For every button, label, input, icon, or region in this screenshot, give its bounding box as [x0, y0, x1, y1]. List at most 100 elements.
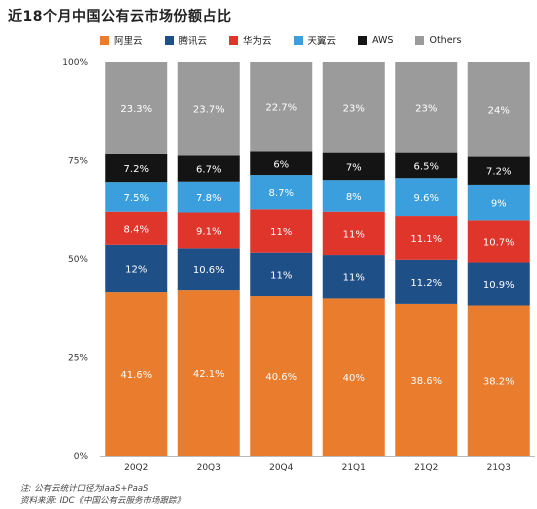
legend-swatch — [229, 35, 239, 45]
bar-value-label: 8.4% — [124, 224, 149, 235]
note-source: 资料来源: IDC《中国公有云服务市场跟踪》 — [20, 496, 186, 506]
x-tick-label: 20Q2 — [124, 463, 148, 473]
x-tick-label: 20Q4 — [269, 463, 294, 473]
legend-label: 天翼云 — [307, 36, 337, 47]
bar-value-label: 6% — [273, 159, 289, 170]
bar-value-label: 24% — [488, 105, 510, 116]
legend-label: AWS — [372, 34, 394, 46]
legend-item: 华为云 — [229, 33, 272, 47]
x-tick-label: 21Q2 — [414, 463, 438, 473]
bar-segment — [322, 180, 385, 212]
bar-segment — [105, 292, 168, 456]
bar-value-label: 11% — [270, 270, 292, 281]
bar-value-label: 7.5% — [124, 193, 149, 204]
bar-segment — [177, 62, 240, 156]
bar-segment — [395, 152, 458, 179]
legend-item: Others — [415, 33, 461, 47]
bar-value-label: 8% — [346, 192, 362, 203]
x-tick-label: 21Q1 — [342, 463, 366, 473]
bar-value-label: 40% — [343, 373, 365, 384]
bar-value-label: 42.1% — [193, 369, 225, 380]
bar-value-label: 40.6% — [265, 372, 297, 383]
legend-label: Others — [429, 34, 462, 46]
bar-segment — [105, 182, 168, 212]
bar-value-label: 23.3% — [120, 104, 152, 115]
bar-segment — [250, 252, 313, 297]
legend-swatch — [100, 35, 109, 45]
x-tick-label: 21Q3 — [487, 463, 511, 473]
bar-value-label: 9.1% — [196, 226, 221, 237]
bar-value-label: 41.6% — [120, 370, 152, 381]
bar-value-label: 11% — [270, 227, 292, 238]
bar-segment — [105, 211, 168, 245]
bar-segment — [105, 153, 168, 183]
legend-label: 腾讯云 — [178, 36, 208, 47]
bar-segment — [467, 220, 530, 263]
bar-segment — [105, 244, 168, 293]
y-tick-label: 50% — [68, 255, 88, 265]
bar-segment — [322, 298, 385, 456]
y-tick-label: 25% — [68, 354, 88, 364]
bar-value-label: 38.2% — [483, 377, 515, 388]
bar-segment — [322, 62, 385, 153]
bar-value-label: 9.6% — [414, 193, 439, 204]
bar-segment — [177, 248, 240, 291]
bar-value-label: 7% — [346, 162, 362, 173]
bar-value-label: 8.7% — [269, 188, 294, 199]
bar-segment — [395, 259, 458, 304]
bar-value-label: 7.2% — [486, 167, 511, 178]
bar-value-label: 11% — [343, 229, 365, 240]
bar-segment — [250, 296, 313, 456]
bar-segment — [467, 62, 530, 157]
legend-item: 天翼云 — [293, 33, 337, 47]
y-tick-label: 75% — [68, 157, 88, 167]
chart-title: 近18个月中国公有云市场份额占比 — [8, 9, 232, 25]
bar-value-label: 7.2% — [124, 164, 149, 175]
bar-value-label: 9% — [491, 199, 507, 210]
bar-value-label: 38.6% — [410, 376, 442, 387]
bar-segment — [250, 175, 313, 210]
bar-segment — [250, 209, 313, 253]
note-scope: 注: 公有云统计口径为IaaS+PaaS — [20, 484, 149, 494]
bar-segment — [250, 62, 313, 152]
bar-segment — [395, 303, 458, 456]
legend-swatch — [164, 35, 174, 45]
legend-item: AWS — [358, 33, 393, 47]
bar-segment — [177, 155, 240, 182]
bar-segment — [250, 151, 313, 176]
bar-value-label: 11.2% — [410, 278, 442, 289]
legend-item: 阿里云 — [100, 33, 143, 47]
y-tick-label: 100% — [62, 58, 88, 68]
bar-segment — [395, 216, 458, 260]
legend-label: 华为云 — [243, 36, 272, 47]
legend-label: 阿里云 — [114, 36, 143, 47]
bar-segment — [177, 181, 240, 213]
bar-value-label: 23% — [415, 103, 437, 114]
bar-value-label: 23% — [343, 103, 365, 114]
bar-segment — [467, 184, 530, 221]
bar-value-label: 10.9% — [483, 280, 515, 291]
legend-item: 腾讯云 — [164, 33, 208, 47]
bar-value-label: 7.8% — [196, 193, 221, 204]
bar-value-label: 23.7% — [193, 105, 225, 116]
legend-swatch — [293, 35, 303, 45]
bar-value-label: 6.7% — [196, 165, 221, 176]
bar-segment — [177, 290, 240, 456]
bar-value-label: 12% — [125, 264, 147, 275]
bar-value-label: 10.7% — [483, 237, 515, 248]
bar-segment — [322, 152, 385, 181]
bar-value-label: 22.7% — [265, 103, 297, 114]
bar-value-label: 6.5% — [414, 161, 439, 172]
bar-segment — [322, 211, 385, 256]
bar-value-label: 11% — [343, 273, 365, 284]
bar-segment — [467, 156, 530, 185]
bar-segment — [395, 178, 458, 217]
x-tick-label: 20Q3 — [197, 463, 221, 473]
bar-segment — [177, 212, 240, 249]
legend-swatch — [415, 35, 425, 45]
bar-segment — [467, 262, 530, 306]
bar-segment — [105, 62, 168, 154]
bar-value-label: 10.6% — [193, 265, 225, 276]
bar-segment — [395, 62, 458, 153]
